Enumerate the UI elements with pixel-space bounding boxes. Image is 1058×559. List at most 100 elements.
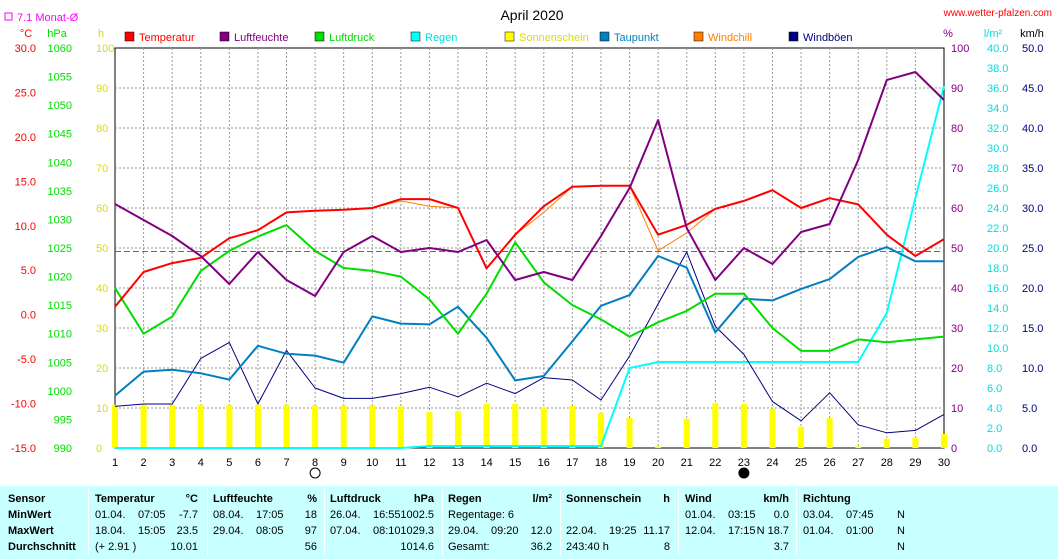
wind-axis-tick: 50.0 [1022, 43, 1043, 55]
legend-label: Windböen [803, 32, 853, 44]
stat-value: 1029.3 [400, 525, 434, 537]
temp-axis-tick: 25.0 [15, 87, 36, 99]
header-unit-2: % [307, 493, 317, 505]
stat-date: 18.04. [95, 525, 126, 537]
x-tick-label: 11 [395, 457, 406, 469]
temp-axis-tick: -5.0 [17, 354, 36, 366]
x-tick-label: 26 [824, 457, 836, 469]
sunshine-bar [369, 405, 376, 448]
rain-axis-tick: 0.0 [987, 443, 1002, 455]
pressure-axis-tick: 1005 [48, 357, 72, 369]
rain-axis-tick: 6.0 [987, 383, 1002, 395]
rain-axis-tick: 30.0 [987, 143, 1008, 155]
chart-title: April 2020 [500, 7, 563, 23]
x-tick-label: 18 [595, 457, 607, 469]
stat-time: 03:15 [728, 509, 756, 521]
wind-axis-tick: 25.0 [1022, 243, 1043, 255]
header-6: Wind [685, 493, 712, 505]
rain-axis-tick: 38.0 [987, 63, 1008, 75]
header-unit-3: hPa [413, 493, 434, 505]
sunshine-bar [283, 404, 290, 448]
sunshine-bar [254, 404, 261, 448]
stat-date: 07.04. [330, 525, 361, 537]
stat-value: 10.01 [170, 541, 198, 553]
sunshine-bar [226, 404, 233, 448]
pressure-axis-tick: 1040 [48, 157, 72, 169]
weather-chart: April 2020 www.wetter-pfalzen.com 7.1 Mona… [4, 7, 1052, 479]
rain-axis-tick: 24.0 [987, 203, 1008, 215]
stat-time: 08:10 [373, 525, 401, 537]
sun-axis-tick: 30 [96, 323, 108, 335]
x-tick-label: 23 [738, 457, 750, 469]
sun-axis-tick: 70 [96, 163, 108, 175]
temp-axis-tick: 15.0 [15, 176, 36, 188]
stat-time: 17:05 [256, 509, 284, 521]
pressure-axis-tick: 990 [54, 443, 72, 455]
sunshine-bar [883, 438, 890, 448]
stat-date: 26.04. [330, 509, 361, 521]
humidity-axis-tick: 0 [951, 443, 957, 455]
wind-axis-tick: 30.0 [1022, 203, 1043, 215]
legend-swatch [124, 31, 135, 42]
stat-value: 1014.6 [400, 541, 434, 553]
stat-date: 12.04. [685, 525, 716, 537]
rain-axis-tick: 28.0 [987, 163, 1008, 175]
series-line-luftdruck [114, 224, 945, 352]
stat-time: 15:05 [138, 525, 166, 537]
sunshine-bar [455, 411, 462, 448]
column-separator [442, 488, 443, 556]
sun-axis-tick: 80 [96, 123, 108, 135]
stat-value: N 18.7 [756, 525, 789, 537]
x-tick-label: 30 [938, 457, 950, 469]
wind-axis-tick: 5.0 [1022, 403, 1037, 415]
x-tick-label: 5 [226, 457, 232, 469]
x-tick-label: 10 [366, 457, 378, 469]
rain-axis-tick: 2.0 [987, 423, 1002, 435]
legend-swatch [314, 31, 325, 42]
rain-axis-tick: 36.0 [987, 83, 1008, 95]
legend-swatch [504, 31, 515, 42]
legend-swatch [219, 31, 230, 42]
temp-axis-tick: 30.0 [15, 43, 36, 55]
x-tick-label: 4 [198, 457, 204, 469]
stat-time: 19:25 [609, 525, 637, 537]
x-tick-label: 20 [652, 457, 664, 469]
x-tick-label: 8 [312, 457, 318, 469]
legend-swatch [410, 31, 421, 42]
x-tick-label: 28 [881, 457, 893, 469]
sunshine-bar [855, 446, 862, 448]
stat-time: 01:00 [846, 525, 874, 537]
sunshine-bar [798, 426, 805, 448]
column-separator [560, 488, 561, 556]
pressure-axis-tick: 1020 [48, 272, 72, 284]
new-moon-icon [738, 467, 750, 479]
rain-axis-tick: 22.0 [987, 223, 1008, 235]
x-tick-label: 6 [255, 457, 261, 469]
temp-axis-tick: -15.0 [11, 443, 36, 455]
rain-axis-tick: 20.0 [987, 243, 1008, 255]
wind-axis-tick: 15.0 [1022, 323, 1043, 335]
humidity-axis-tick: 40 [951, 283, 963, 295]
row-label: MinWert [8, 509, 52, 521]
temp-axis-tick: 0.0 [21, 310, 36, 322]
x-tick-label: 19 [623, 457, 635, 469]
x-tick-label: 13 [452, 457, 464, 469]
stat-time: 09:20 [491, 525, 519, 537]
stat-date: 29.04. [213, 525, 244, 537]
x-tick-label: 21 [681, 457, 693, 469]
sunshine-bar [941, 434, 947, 448]
sunshine-bar [197, 404, 204, 448]
x-tick-label: 29 [909, 457, 921, 469]
x-tick-label: 3 [169, 457, 175, 469]
series-line-taupunkt [114, 246, 944, 397]
humidity-axis-tick: 10 [951, 403, 963, 415]
sunshine-bar [340, 405, 347, 448]
wind-axis-tick: 20.0 [1022, 283, 1043, 295]
stat-value: 3.7 [773, 541, 789, 553]
humidity-axis-tick: 70 [951, 163, 963, 175]
stat-date: 08.04. [213, 509, 244, 521]
legend-label: Sonnenschein [519, 32, 589, 44]
header-4: Regen [448, 493, 482, 505]
stat-value: 18 [304, 509, 317, 521]
stat-date: 22.04. [566, 525, 597, 537]
